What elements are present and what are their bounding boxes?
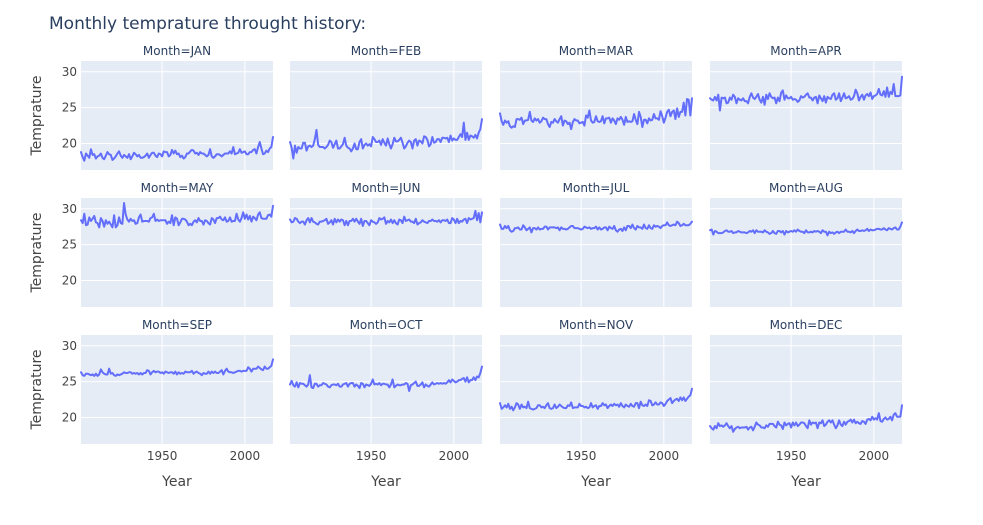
facet-title: Month=APR bbox=[770, 44, 841, 58]
facet-title: Month=MAR bbox=[559, 44, 634, 58]
series-line-feb bbox=[289, 118, 483, 160]
plot-background bbox=[81, 335, 273, 444]
facet-panel-mar: Month=MAR bbox=[499, 44, 693, 170]
y-axis-label: Temprature bbox=[29, 75, 45, 156]
facet-title: Month=SEP bbox=[142, 318, 212, 332]
series-line-may bbox=[80, 202, 274, 229]
facet-panel-jan: Month=JAN 20 25 30 Temprature bbox=[29, 44, 274, 170]
facet-panel-sep: Month=SEP 20 25 30 Temprature 1950 2000 Year bbox=[29, 318, 274, 490]
x-tick-label: 1950 bbox=[566, 449, 597, 463]
y-axis-label: Temprature bbox=[29, 349, 45, 430]
facet-panels: Month=JAN 20 25 30 Temprature Month=FEB Month=… bbox=[29, 44, 903, 490]
facet-panel-aug: Month=AUG bbox=[709, 181, 903, 307]
plot-background bbox=[290, 198, 482, 307]
y-tick-label: 25 bbox=[62, 101, 77, 115]
x-tick-label: 1950 bbox=[147, 449, 178, 463]
facet-panel-feb: Month=FEB bbox=[289, 44, 483, 170]
facet-panel-may: Month=MAY 20 25 30 Temprature bbox=[29, 181, 274, 307]
facet-panel-jul: Month=JUL bbox=[499, 181, 693, 307]
facet-title: Month=MAY bbox=[141, 181, 214, 195]
y-tick-label: 30 bbox=[62, 339, 77, 353]
series-line-mar bbox=[499, 97, 693, 131]
facet-panel-nov: Month=NOV 1950 2000 Year bbox=[499, 318, 693, 490]
x-axis-label: Year bbox=[161, 474, 192, 490]
x-axis-label: Year bbox=[370, 474, 401, 490]
x-tick-label: 2000 bbox=[230, 449, 261, 463]
x-tick-label: 2000 bbox=[439, 449, 470, 463]
x-axis-label: Year bbox=[580, 474, 611, 490]
series-line-aug bbox=[709, 221, 903, 237]
series-line-dec bbox=[709, 404, 903, 433]
series-line-oct bbox=[289, 365, 483, 392]
facet-panel-apr: Month=APR bbox=[709, 44, 903, 170]
chart-title: Monthly temprature throught history: bbox=[49, 14, 366, 34]
facet-title: Month=JUN bbox=[352, 181, 421, 195]
series-line-jul bbox=[499, 220, 693, 234]
y-tick-label: 20 bbox=[62, 273, 77, 287]
plot-background bbox=[710, 198, 902, 307]
series-line-jan bbox=[80, 136, 274, 162]
plot-background bbox=[500, 335, 692, 444]
facet-panel-jun: Month=JUN bbox=[289, 181, 483, 307]
x-tick-label: 2000 bbox=[859, 449, 890, 463]
series-line-jun bbox=[289, 209, 483, 227]
plot-background bbox=[290, 61, 482, 170]
facet-title: Month=OCT bbox=[350, 318, 423, 332]
x-tick-label: 1950 bbox=[356, 449, 387, 463]
y-tick-label: 30 bbox=[62, 202, 77, 216]
x-axis-label: Year bbox=[790, 474, 821, 490]
facet-title: Month=JUL bbox=[563, 181, 630, 195]
plot-background bbox=[500, 198, 692, 307]
facet-title: Month=NOV bbox=[559, 318, 634, 332]
facet-panel-oct: Month=OCT 1950 2000 Year bbox=[289, 318, 483, 490]
y-tick-label: 30 bbox=[62, 65, 77, 79]
facet-title: Month=JAN bbox=[143, 44, 211, 58]
y-tick-label: 20 bbox=[62, 410, 77, 424]
series-line-apr bbox=[709, 75, 903, 112]
series-line-nov bbox=[499, 387, 693, 412]
y-tick-label: 20 bbox=[62, 136, 77, 150]
facet-panel-dec: Month=DEC 1950 2000 Year bbox=[709, 318, 903, 490]
facet-title: Month=AUG bbox=[769, 181, 843, 195]
x-tick-label: 2000 bbox=[649, 449, 680, 463]
plot-background bbox=[290, 335, 482, 444]
y-axis-label: Temprature bbox=[29, 212, 45, 293]
x-tick-label: 1950 bbox=[776, 449, 807, 463]
series-line-sep bbox=[80, 358, 274, 377]
y-tick-label: 25 bbox=[62, 375, 77, 389]
plot-background bbox=[710, 61, 902, 170]
y-tick-label: 25 bbox=[62, 238, 77, 252]
facet-title: Month=FEB bbox=[351, 44, 421, 58]
facet-title: Month=DEC bbox=[770, 318, 843, 332]
